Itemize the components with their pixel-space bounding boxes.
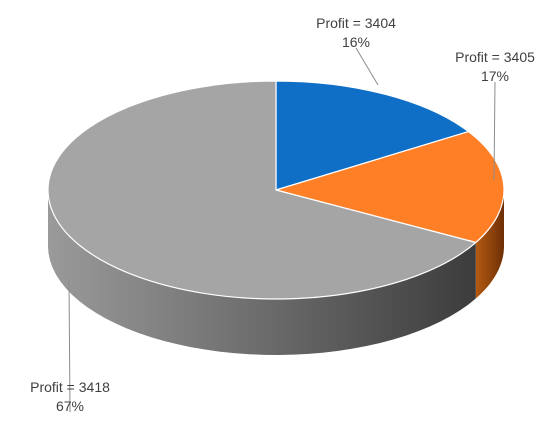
leader-line [355,47,379,86]
pie-slice-profit-3418 [47,80,477,300]
data-label-percent: 67% [56,398,84,414]
pie-top-faces [47,80,505,300]
data-label-value: Profit = 3418 [30,379,110,395]
data-label-profit-3418: Profit = 3418 67% [30,279,110,414]
data-label-percent: 16% [342,34,370,50]
leader-line [493,81,496,181]
data-label-percent: 17% [481,68,509,84]
data-label-value: Profit = 3404 [316,15,396,31]
pie-slice-profit-3404 [275,80,470,191]
data-label-value: Profit = 3405 [455,49,535,65]
data-label-profit-3404: Profit = 3404 16% [316,15,396,86]
pie-side-profit-3418 [48,190,476,355]
leader-line [68,279,71,413]
pie-slice-profit-3405 [275,130,505,244]
data-label-profit-3405: Profit = 3405 17% [455,49,535,181]
